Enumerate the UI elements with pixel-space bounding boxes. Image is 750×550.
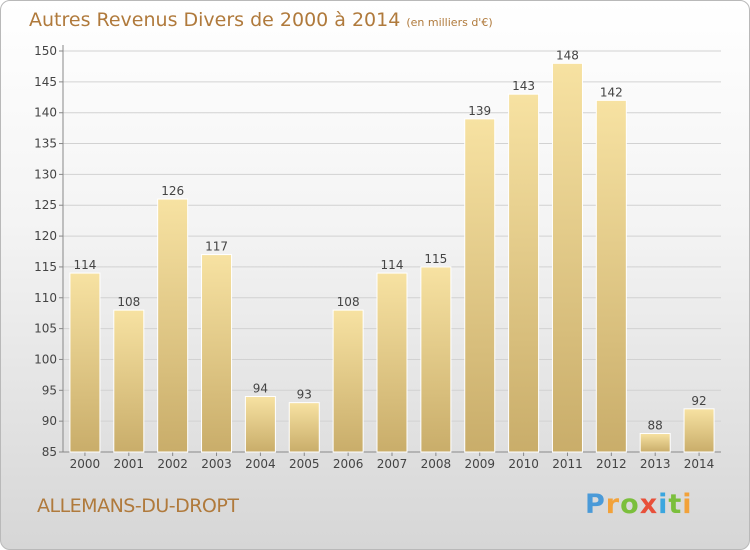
- proxiti-logo: Proxiti: [585, 489, 693, 520]
- y-tick-label: 105: [34, 322, 57, 336]
- logo-letter: P: [585, 489, 606, 520]
- bar-2010: [508, 93, 540, 453]
- x-tick-label-2012: 2012: [596, 457, 627, 471]
- logo-letter: x: [639, 489, 659, 520]
- x-tick-label-2009: 2009: [464, 457, 495, 471]
- bars: [69, 62, 715, 453]
- logo-letter: i: [658, 489, 669, 520]
- logo-letter: r: [605, 489, 621, 520]
- chart-title-text: Autres Revenus Divers de 2000 à 2014: [29, 9, 401, 31]
- y-tick-label: 90: [42, 414, 57, 428]
- bar-2011: [551, 62, 583, 453]
- value-label-2001: 108: [117, 295, 140, 309]
- y-tick-label: 110: [34, 291, 57, 305]
- y-tick-label: 135: [34, 137, 57, 151]
- value-label-2008: 115: [424, 252, 447, 266]
- logo-letter: t: [668, 489, 683, 520]
- x-tick-label-2001: 2001: [114, 457, 145, 471]
- y-tick-label: 130: [34, 167, 57, 181]
- labels: 114 2000 108 2001 126 2002 117 2003 94 2004 93 2005…: [70, 48, 715, 471]
- y-tick-label: 100: [34, 352, 57, 366]
- value-label-2007: 114: [381, 258, 404, 272]
- value-label-2003: 117: [205, 240, 228, 254]
- bar-2007: [376, 272, 408, 453]
- value-label-2010: 143: [512, 79, 535, 93]
- y-tick-label: 115: [34, 260, 57, 274]
- y-tick-label: 140: [34, 106, 57, 120]
- x-tick-label-2008: 2008: [421, 457, 452, 471]
- bar-2000: [69, 272, 101, 453]
- x-tick-label-2006: 2006: [333, 457, 364, 471]
- bar-2004: [244, 395, 276, 453]
- value-label-2004: 94: [253, 381, 268, 395]
- bar-2013: [639, 432, 671, 453]
- x-tick-label-2011: 2011: [552, 457, 583, 471]
- bar-2005: [288, 402, 320, 453]
- y-tick-label: 85: [42, 445, 57, 459]
- y-tick-label: 150: [34, 44, 57, 58]
- bar-2012: [595, 99, 627, 453]
- bar-2003: [201, 254, 233, 453]
- x-tick-label-2005: 2005: [289, 457, 320, 471]
- value-label-2014: 92: [691, 394, 706, 408]
- x-tick-label-2010: 2010: [508, 457, 539, 471]
- y-tick-label: 125: [34, 198, 57, 212]
- value-label-2012: 142: [600, 85, 623, 99]
- bar-2008: [420, 266, 452, 453]
- x-tick-label-2002: 2002: [157, 457, 188, 471]
- location-label: ALLEMANS-DU-DROPT: [37, 495, 239, 517]
- bar-2006: [332, 309, 364, 453]
- bar-2014: [683, 408, 715, 453]
- x-tick-label-2007: 2007: [377, 457, 408, 471]
- logo-letter: o: [620, 489, 640, 520]
- value-label-2013: 88: [648, 418, 663, 432]
- chart-title: Autres Revenus Divers de 2000 à 2014 (en …: [29, 9, 493, 31]
- y-tick-label: 145: [34, 75, 57, 89]
- value-label-2006: 108: [337, 295, 360, 309]
- value-label-2000: 114: [73, 258, 96, 272]
- value-label-2005: 93: [297, 388, 312, 402]
- bar-2001: [113, 309, 145, 453]
- y-tick-label: 95: [42, 383, 57, 397]
- value-label-2009: 139: [468, 104, 491, 118]
- x-tick-label-2013: 2013: [640, 457, 671, 471]
- bar-2009: [464, 118, 496, 453]
- x-tick-label-2014: 2014: [684, 457, 715, 471]
- bar-2002: [157, 198, 189, 453]
- x-tick-label-2003: 2003: [201, 457, 232, 471]
- y-tick-label: 120: [34, 229, 57, 243]
- x-tick-label-2000: 2000: [70, 457, 101, 471]
- value-label-2002: 126: [161, 184, 184, 198]
- value-label-2011: 148: [556, 48, 579, 62]
- chart-subtitle: (en milliers d'€): [406, 16, 493, 29]
- logo-letter: i: [682, 489, 693, 520]
- x-tick-label-2004: 2004: [245, 457, 276, 471]
